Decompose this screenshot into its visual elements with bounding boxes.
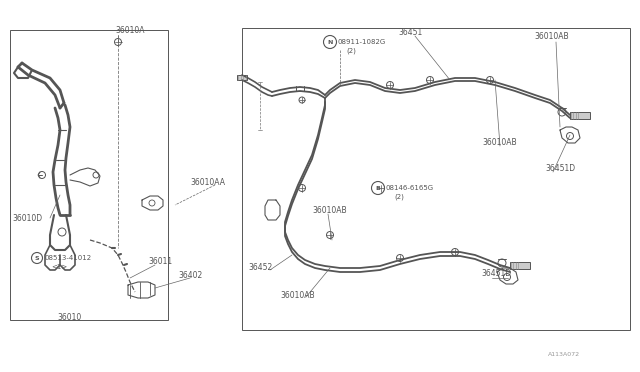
Text: B: B — [376, 186, 380, 190]
Bar — [510, 262, 530, 269]
Circle shape — [58, 228, 66, 236]
Circle shape — [566, 132, 573, 140]
Circle shape — [326, 231, 333, 238]
Circle shape — [38, 171, 45, 179]
Text: N: N — [327, 39, 333, 45]
Text: <1>: <1> — [51, 264, 67, 270]
Bar — [570, 112, 590, 119]
Circle shape — [451, 248, 458, 256]
Text: 36402: 36402 — [178, 272, 202, 280]
Text: 08146-6165G: 08146-6165G — [386, 185, 434, 191]
Bar — [237, 74, 247, 80]
Circle shape — [298, 185, 305, 192]
Bar — [10, 30, 168, 320]
Text: 36010: 36010 — [57, 314, 81, 323]
Text: 36451: 36451 — [398, 28, 422, 36]
Circle shape — [498, 259, 506, 267]
Text: 36010AB: 36010AB — [482, 138, 516, 147]
Text: 36011: 36011 — [148, 257, 172, 266]
Text: (2): (2) — [346, 48, 356, 54]
Circle shape — [149, 200, 155, 206]
Circle shape — [486, 77, 493, 83]
Text: 36451D: 36451D — [481, 269, 511, 279]
Text: 08911-1082G: 08911-1082G — [338, 39, 387, 45]
Text: S: S — [35, 256, 39, 260]
Circle shape — [93, 172, 99, 178]
Circle shape — [397, 254, 403, 262]
Circle shape — [115, 38, 122, 45]
Text: (2): (2) — [394, 194, 404, 200]
Text: 36010AB: 36010AB — [280, 292, 315, 301]
Text: 36452: 36452 — [248, 263, 272, 273]
Text: A113A072: A113A072 — [548, 353, 580, 357]
Circle shape — [299, 97, 305, 103]
Text: 36010D: 36010D — [12, 214, 42, 222]
Circle shape — [378, 185, 385, 192]
Circle shape — [323, 35, 337, 48]
Text: 36010A: 36010A — [115, 26, 145, 35]
Text: 36010AB: 36010AB — [312, 205, 347, 215]
Circle shape — [426, 77, 433, 83]
Circle shape — [31, 253, 42, 263]
Circle shape — [558, 108, 566, 116]
Text: 08513-41012: 08513-41012 — [44, 255, 91, 261]
Circle shape — [371, 182, 385, 195]
Circle shape — [387, 81, 394, 89]
Text: 36451D: 36451D — [545, 164, 575, 173]
Text: 36010AA: 36010AA — [190, 177, 225, 186]
Bar — [242, 28, 630, 330]
Text: 36010AB: 36010AB — [534, 32, 568, 41]
Circle shape — [504, 273, 511, 280]
